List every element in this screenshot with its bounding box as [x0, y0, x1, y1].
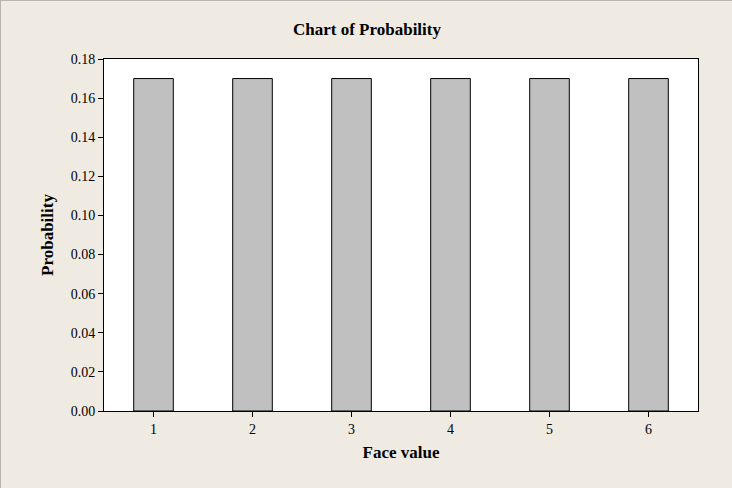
svg-text:0.14: 0.14: [71, 130, 96, 145]
svg-text:Probability: Probability: [38, 194, 57, 276]
svg-text:0.12: 0.12: [71, 169, 96, 184]
svg-text:Face value: Face value: [363, 443, 440, 462]
svg-text:4: 4: [447, 422, 454, 437]
svg-text:0.16: 0.16: [71, 91, 96, 106]
svg-text:1: 1: [150, 422, 157, 437]
svg-text:0.06: 0.06: [71, 287, 96, 302]
svg-text:0.02: 0.02: [71, 365, 96, 380]
svg-text:0.10: 0.10: [71, 208, 96, 223]
svg-text:2: 2: [249, 422, 256, 437]
svg-text:0.18: 0.18: [71, 52, 96, 67]
svg-text:0.08: 0.08: [71, 247, 96, 262]
svg-text:Chart of Probability: Chart of Probability: [293, 20, 441, 39]
svg-text:3: 3: [348, 422, 355, 437]
svg-text:0.04: 0.04: [71, 326, 96, 341]
svg-text:5: 5: [546, 422, 553, 437]
svg-text:0.00: 0.00: [71, 404, 96, 419]
svg-text:6: 6: [645, 422, 652, 437]
